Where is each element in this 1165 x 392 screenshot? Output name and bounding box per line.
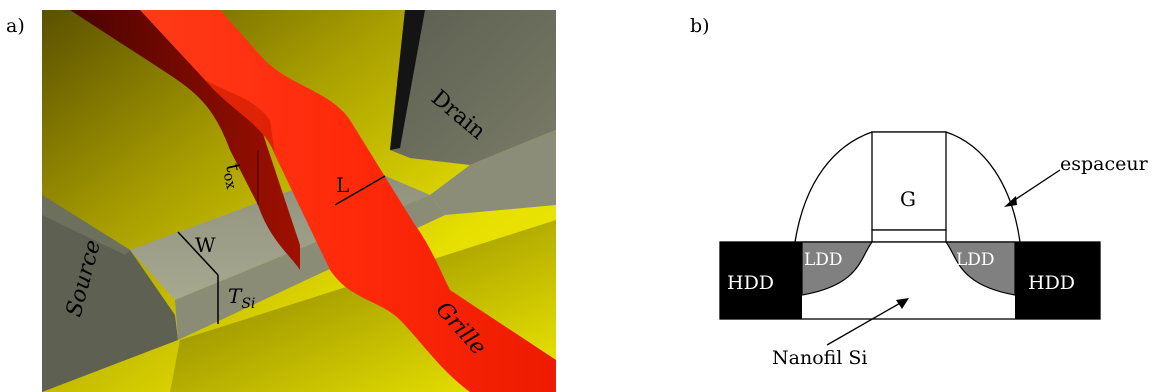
mosfet-cross-section: G HDD HDD LDD LDD espaceur Nanofil Si [719,131,1149,369]
l-dimension-line [334,175,386,206]
w-label: W [195,233,216,257]
panel-b-tag: b) [690,15,710,37]
ldd-left-label: LDD [804,250,843,270]
hdd-right-region [1015,242,1100,319]
gate-oxide [871,229,947,243]
hdd-left-label: HDD [727,272,774,294]
gate-top-highlight [205,80,275,155]
spacer-arrow-head [1004,196,1017,207]
drain-pad-front [430,130,556,215]
panel-a-tag: a) [6,15,25,37]
drain-pad-dark-edge [390,10,425,150]
gate-label: G [900,187,916,211]
tsi-label-sub: Si [241,296,255,312]
nanowire-arrow-head [896,298,909,309]
source-pad [42,195,178,392]
tox-label-sub: ox [220,171,239,190]
ldd-right-label: LDD [956,250,995,270]
drain-pad [390,10,556,165]
device-3d-render: Drain Source Grille L W TSi tox [42,10,556,392]
tsi-label-main: T [228,284,243,308]
tsi-label: TSi [228,284,255,312]
source-pad-top [42,195,130,255]
spacer-label: espaceur [1060,153,1149,175]
hdd-right-label: HDD [1028,272,1075,294]
w-dimension-line [177,231,219,276]
ldd-right-region [944,241,1016,296]
nanowire-arrow-line [826,301,903,346]
spacer-arrow-line [1009,169,1061,204]
gate-block [871,131,947,231]
hdd-left-region [720,242,802,319]
nanowire-label: Nanofil Si [772,347,868,369]
gate-side-face [70,10,300,270]
ldd-left-region [801,241,874,296]
l-label: L [336,173,349,197]
